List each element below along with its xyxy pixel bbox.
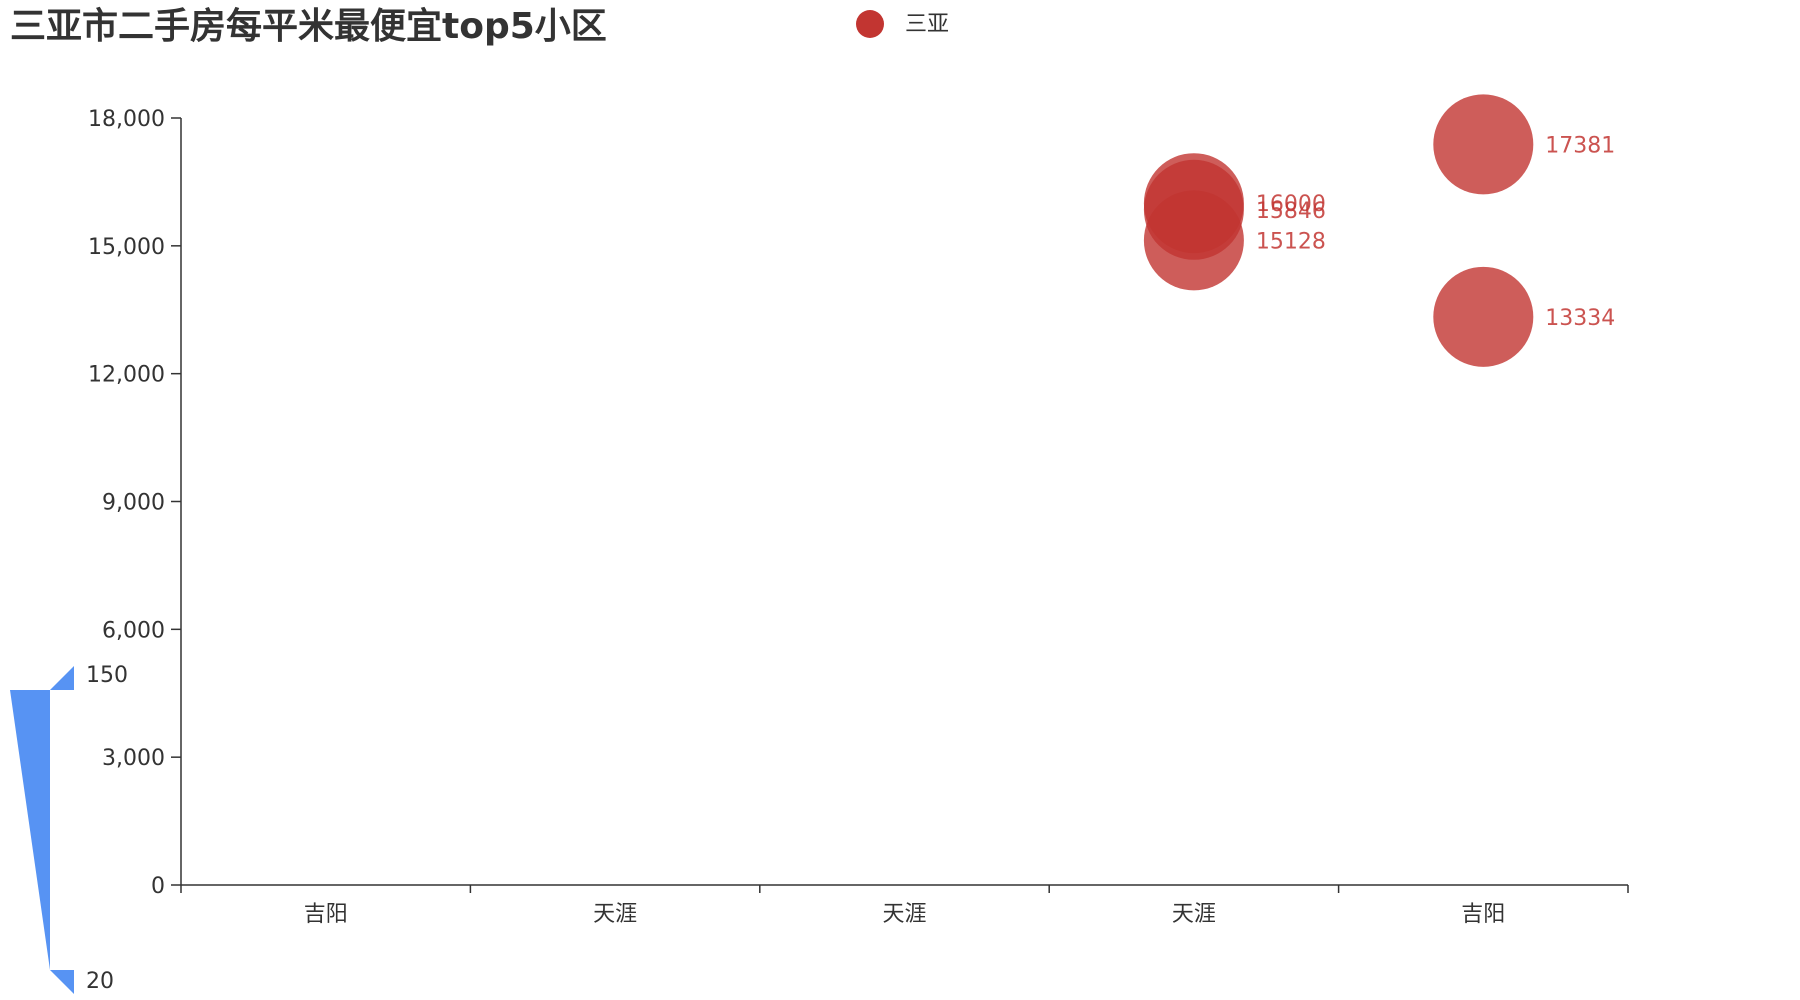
y-tick-label: 18,000 [88, 107, 165, 132]
y-tick-label: 6,000 [102, 618, 165, 643]
y-tick-label: 15,000 [88, 235, 165, 260]
data-label: 13334 [1545, 306, 1615, 331]
scatter-point[interactable] [1143, 190, 1244, 291]
visual-map[interactable]: 150 20 [10, 663, 128, 994]
x-tick-label: 吉阳 [1461, 902, 1505, 927]
legend-marker-icon[interactable] [856, 10, 884, 38]
visual-map-max-label: 150 [86, 663, 128, 688]
scatter-series [1143, 94, 1534, 367]
visual-map-min-label: 20 [86, 969, 114, 994]
visual-map-handle-bottom[interactable] [50, 970, 74, 994]
data-label: 15128 [1256, 229, 1326, 254]
visual-map-bar[interactable] [10, 690, 50, 970]
x-axis: 吉阳 天涯 天涯 天涯 吉阳 [180, 884, 1629, 927]
legend-label[interactable]: 三亚 [905, 12, 949, 37]
data-label: 16000 [1256, 192, 1326, 217]
y-tick-label: 3,000 [102, 746, 165, 771]
x-tick-label: 天涯 [1172, 902, 1216, 927]
y-tick-label: 0 [151, 874, 165, 899]
scatter-point[interactable] [1433, 94, 1534, 195]
y-tick-label: 9,000 [102, 491, 165, 516]
scatter-point[interactable] [1433, 266, 1534, 367]
y-tick-label: 12,000 [88, 363, 165, 388]
y-axis: 0 3,000 6,000 9,000 12,000 15,000 18,000 [88, 107, 182, 899]
x-tick-label: 天涯 [882, 902, 926, 927]
x-tick-label: 天涯 [593, 902, 637, 927]
chart-title: 三亚市二手房每平米最便宜top5小区 [10, 6, 607, 47]
data-label: 15846 [1256, 199, 1326, 224]
x-tick-label: 吉阳 [304, 902, 348, 927]
legend[interactable]: 三亚 [856, 10, 949, 38]
visual-map-handle-top[interactable] [50, 666, 74, 690]
data-label: 17381 [1545, 133, 1615, 158]
